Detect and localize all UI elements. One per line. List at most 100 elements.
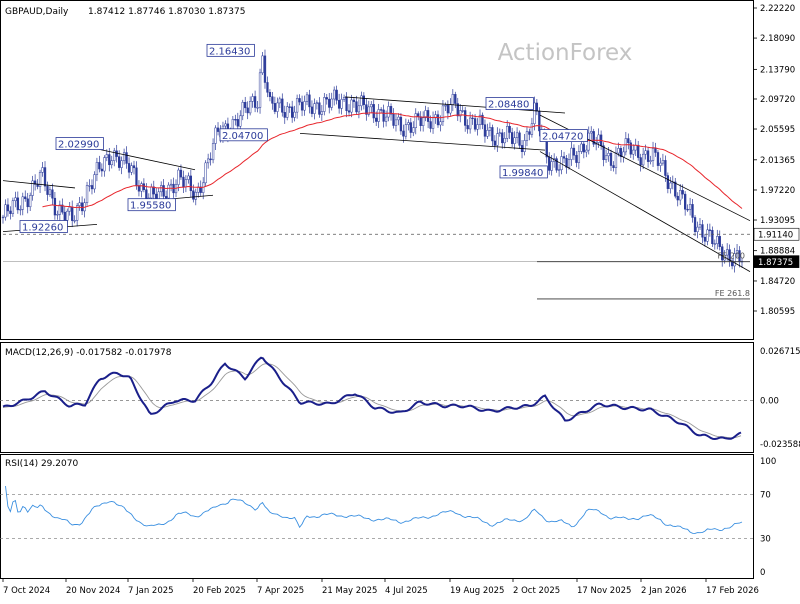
candle-body [614, 152, 618, 168]
candle-body [426, 110, 430, 122]
candle-body [716, 236, 719, 244]
candle-body [718, 236, 721, 247]
candle-body [142, 183, 146, 190]
annotation-box [19, 220, 68, 233]
candle-body [508, 126, 511, 133]
candle-body [122, 152, 126, 161]
candle-body [656, 152, 660, 166]
candle-body [320, 111, 323, 115]
candle-body [318, 102, 321, 115]
candle-body [1, 216, 5, 219]
candle-body [513, 137, 516, 144]
candle-body [377, 109, 380, 122]
candle-body [337, 100, 341, 109]
candle-body [429, 121, 432, 129]
candle-body [184, 179, 188, 188]
candle-body [268, 92, 272, 97]
candle-body [528, 131, 531, 135]
candle-body [478, 114, 482, 125]
annotation-label: 2.02990 [58, 140, 99, 151]
candle-body [417, 113, 420, 117]
annotation-label: 1.99840 [502, 168, 543, 179]
candle-body [666, 175, 670, 189]
candle-body [674, 181, 677, 197]
price-tick-label: 2.22220 [760, 4, 795, 14]
candle-body [357, 105, 361, 113]
candle-body [629, 142, 632, 155]
rsi-tick-label: 0 [760, 568, 765, 578]
candle-body [407, 122, 410, 125]
candle-body [271, 96, 274, 104]
candle-body [95, 162, 99, 175]
annotation-box [206, 43, 255, 57]
candle-body [241, 101, 244, 117]
candle-body [234, 119, 237, 121]
candle-body [56, 214, 59, 216]
candle-body [676, 195, 679, 201]
candle-body [256, 107, 259, 109]
candle-body [486, 130, 489, 137]
price-badge-label: 1.91140 [758, 231, 793, 241]
candle-body [140, 183, 143, 192]
candle-body [706, 229, 709, 242]
x-tick-label: 20 Feb 2025 [193, 586, 246, 596]
candle-body [370, 104, 373, 108]
candle-body [696, 226, 699, 232]
macd-layer [0, 356, 753, 441]
candle-body [632, 149, 635, 155]
candle-body [41, 167, 44, 173]
candle-body [16, 197, 19, 211]
candle-body [711, 229, 714, 245]
candle-body [21, 196, 24, 210]
rsi-panel-frame [0, 454, 754, 579]
price-tick-label: 1.88884 [760, 247, 795, 257]
candle-body [664, 160, 667, 176]
candle-body [609, 152, 613, 166]
watermark: ActionForex [498, 40, 633, 66]
candle-body [365, 104, 368, 115]
candle-body [518, 132, 521, 146]
candle-body [73, 220, 76, 222]
candle-body [422, 117, 425, 126]
rsi-tick-label: 100 [760, 457, 776, 467]
candle-body [627, 138, 630, 144]
candle-body [58, 204, 61, 215]
candle-body [362, 95, 365, 105]
annotation-label: 2.04700 [222, 131, 263, 142]
trendline [539, 151, 751, 273]
candle-body [590, 131, 593, 134]
candle-body [19, 208, 22, 211]
macd-label: MACD(12,26,9) -0.017582 -0.017978 [5, 348, 172, 358]
candle-body [451, 94, 454, 105]
candle-body [61, 204, 64, 213]
candle-body [130, 165, 133, 173]
candle-body [402, 130, 405, 137]
rsi-label: RSI(14) 29.2070 [5, 459, 78, 469]
candle-body [4, 204, 7, 218]
candle-body [345, 97, 348, 111]
candle-body [113, 150, 116, 161]
candle-body [669, 182, 672, 189]
candle-body [372, 104, 375, 119]
candle-body [283, 112, 286, 118]
candle-body [342, 97, 346, 100]
x-tick-label: 19 Aug 2025 [450, 586, 504, 596]
candle-body [726, 249, 729, 256]
candle-body [548, 156, 551, 171]
candle-body [399, 116, 403, 132]
candle-body [211, 143, 215, 161]
x-tick-label: 7 Jan 2025 [128, 586, 174, 596]
candle-body [464, 110, 467, 126]
candle-body [75, 205, 79, 221]
candle-body [708, 229, 712, 231]
candle-body [216, 127, 220, 132]
x-tick-label: 2 Oct 2025 [513, 586, 560, 596]
x-tick-label: 21 May 2025 [322, 586, 377, 596]
x-tick-label: 17 Nov 2025 [577, 586, 631, 596]
candle-body [604, 155, 608, 161]
candle-body [637, 144, 640, 158]
candle-body [273, 103, 277, 112]
candle-body [152, 186, 155, 195]
candle-body [419, 116, 422, 126]
